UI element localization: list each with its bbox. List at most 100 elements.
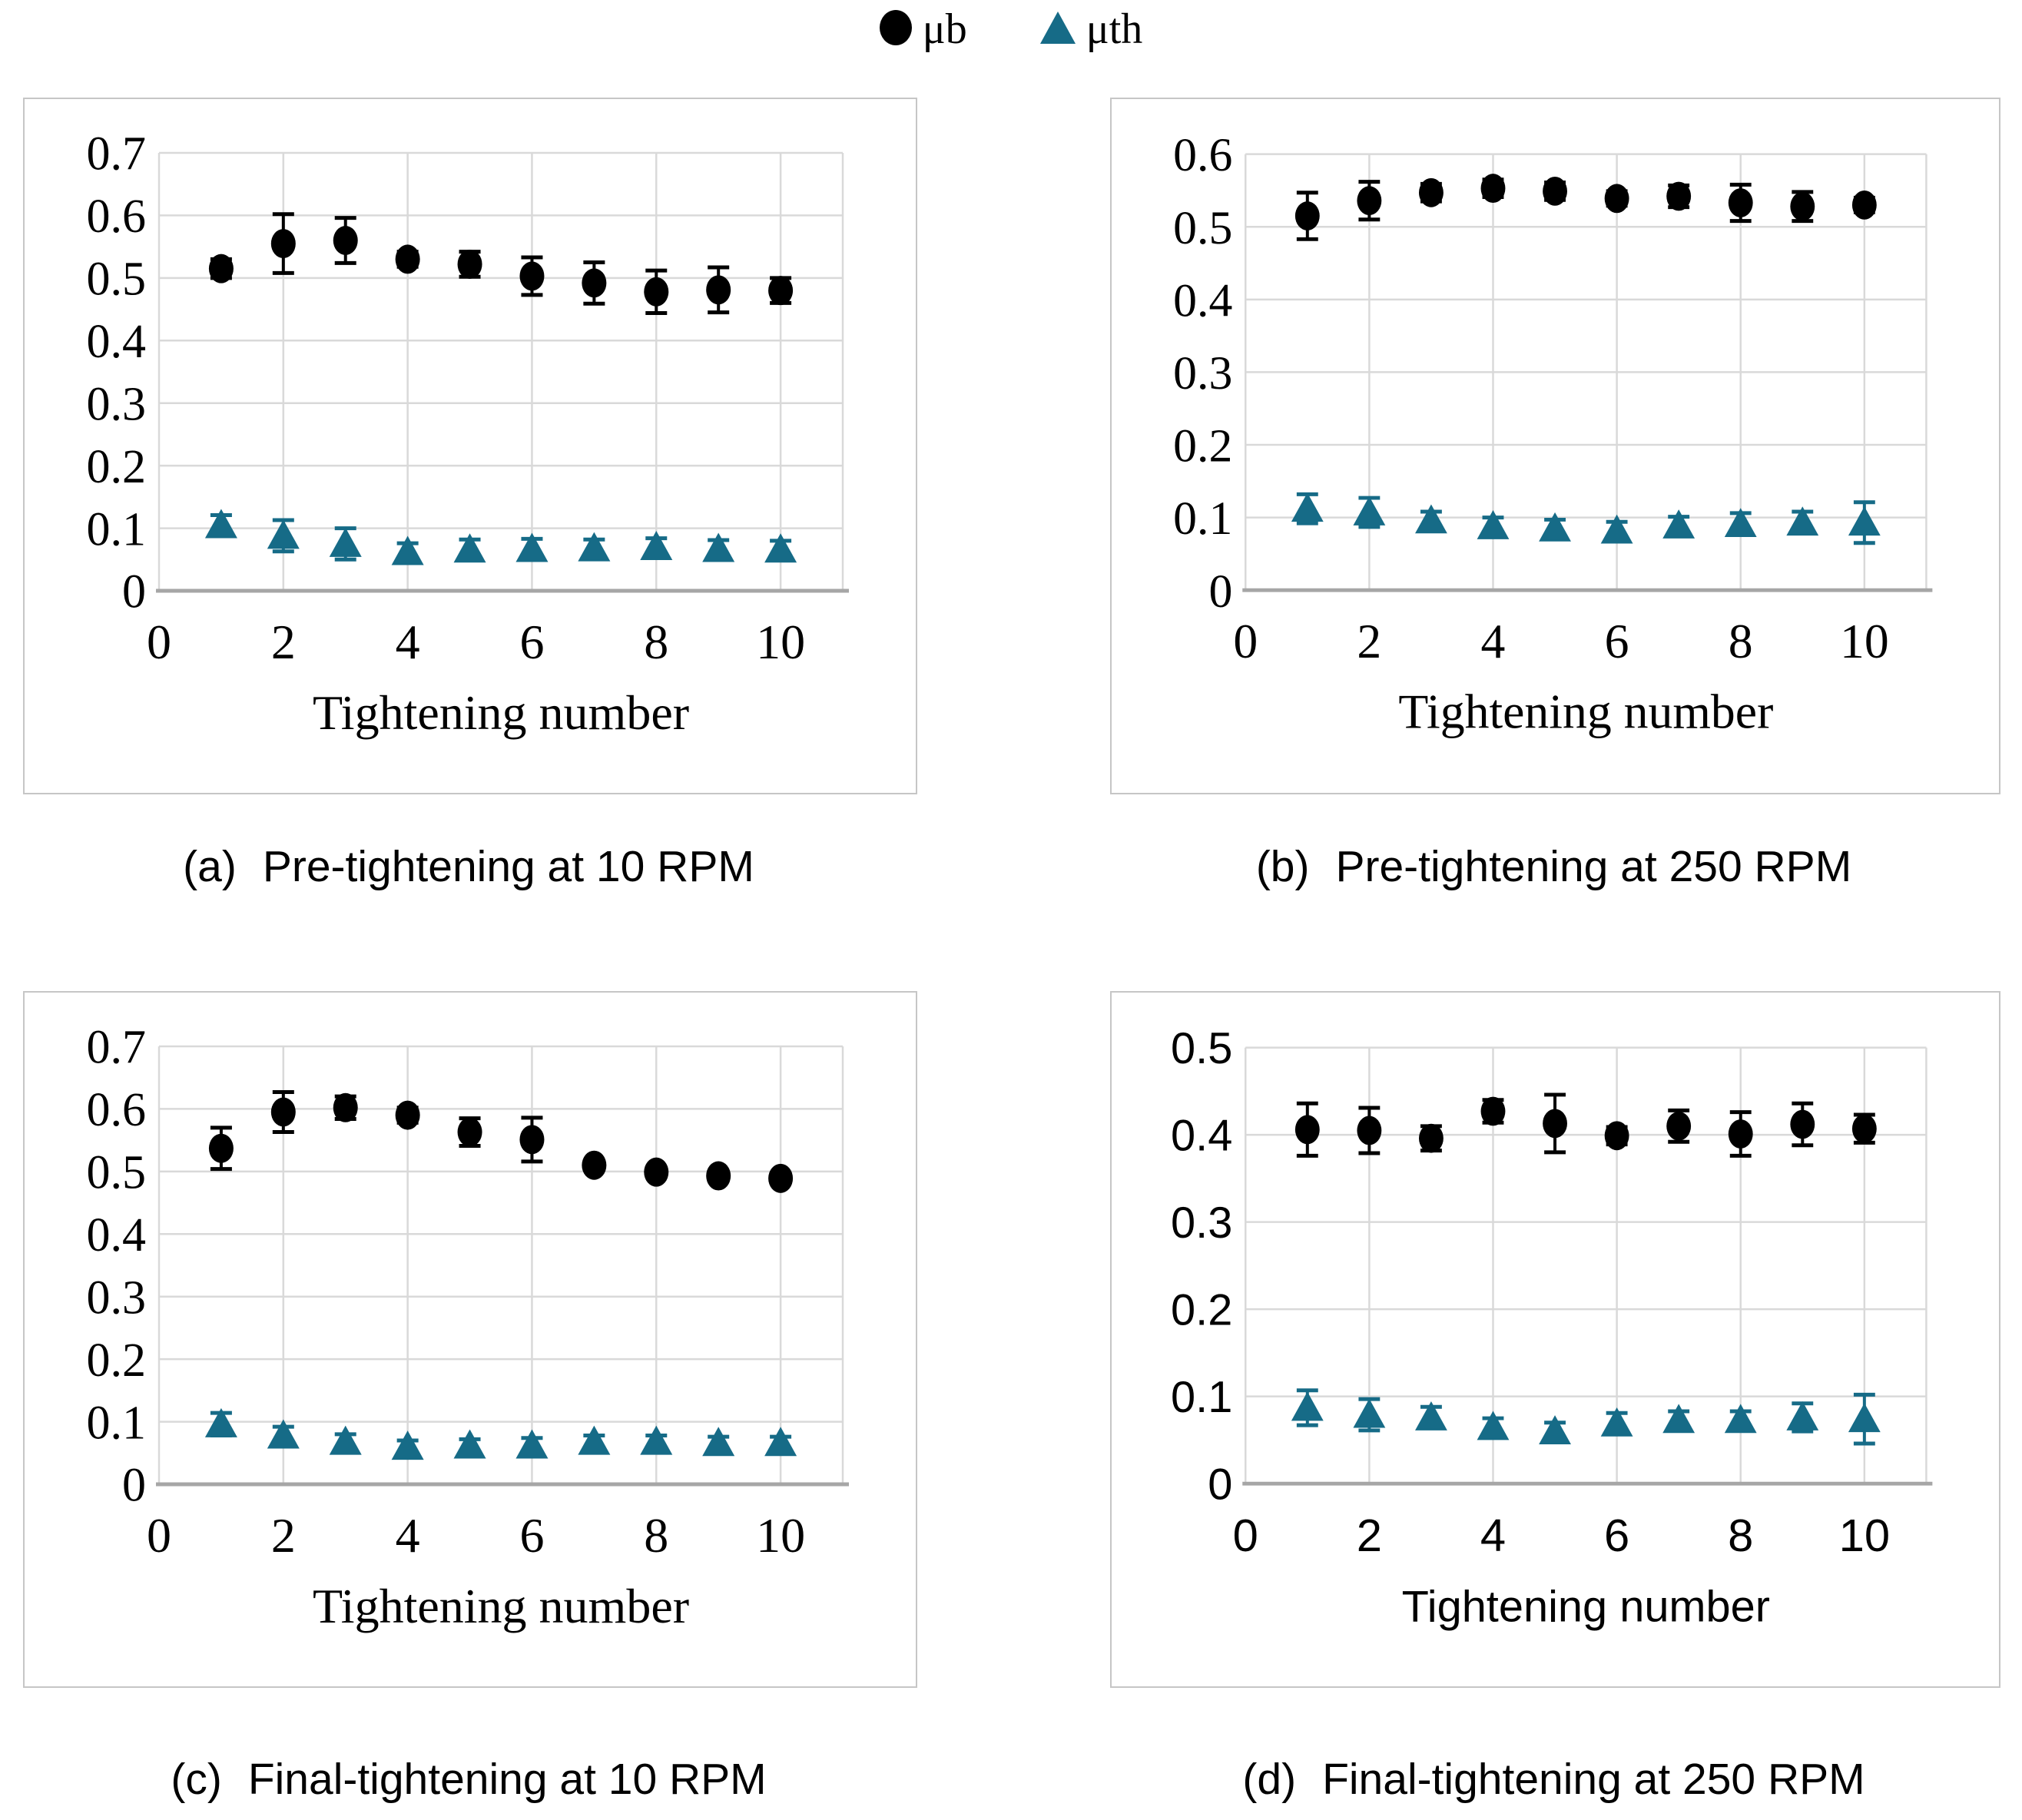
legend-item-mu-th: μth — [1039, 5, 1143, 53]
caption-d: (d) Final-tightening at 250 RPM — [1110, 1754, 1997, 1805]
triangle-marker-icon — [1039, 12, 1076, 44]
svg-text:4: 4 — [396, 615, 420, 669]
panel-b-chart: 0 0.1 0.2 0.3 0.4 0.5 0.6 0 2 4 6 8 10 Tightening num… — [1110, 98, 2000, 794]
svg-text:0.2: 0.2 — [87, 1334, 147, 1387]
x-axis-title: Tightening number — [313, 685, 689, 740]
svg-text:0: 0 — [1233, 614, 1258, 668]
x-axis-title: Tightening number — [1398, 684, 1773, 738]
legend-item-mu-b: μb — [879, 5, 967, 53]
chart-legend: μb μth — [0, 5, 2022, 51]
mu-th-series — [204, 1407, 797, 1460]
mu-b-series — [1294, 174, 1877, 241]
caption-b-label: (b) — [1255, 842, 1310, 891]
svg-text:4: 4 — [396, 1508, 420, 1563]
svg-text:0.5: 0.5 — [87, 254, 147, 306]
svg-text:6: 6 — [1604, 1510, 1629, 1561]
svg-text:0.6: 0.6 — [1173, 129, 1232, 181]
svg-text:0.2: 0.2 — [1171, 1285, 1232, 1334]
mu-b-series — [208, 212, 794, 315]
svg-text:0.4: 0.4 — [87, 1209, 147, 1261]
svg-text:6: 6 — [1605, 614, 1629, 668]
svg-text:0.3: 0.3 — [1173, 347, 1232, 399]
chart-svg-c: 0 0.1 0.2 0.3 0.4 0.5 0.6 0.7 0 2 4 6 8 10 Tightening … — [87, 1022, 849, 1633]
svg-text:0.1: 0.1 — [1171, 1373, 1232, 1422]
circle-marker-icon — [879, 10, 912, 45]
svg-text:6: 6 — [519, 615, 544, 669]
svg-text:10: 10 — [1839, 1510, 1890, 1561]
caption-a-label: (a) — [183, 842, 237, 891]
chart-svg-b: 0 0.1 0.2 0.3 0.4 0.5 0.6 0 2 4 6 8 10 Tightening num… — [1173, 129, 1933, 738]
svg-text:8: 8 — [1729, 614, 1753, 668]
svg-text:2: 2 — [1357, 614, 1381, 668]
svg-text:0.2: 0.2 — [87, 441, 147, 493]
y-axis-labels: 0 0.1 0.2 0.3 0.4 0.5 — [1171, 1024, 1232, 1510]
svg-text:0: 0 — [122, 566, 146, 618]
y-axis-labels: 0 0.1 0.2 0.3 0.4 0.5 0.6 0.7 — [87, 1022, 147, 1512]
legend-label-mu-th: μth — [1086, 5, 1143, 53]
svg-text:10: 10 — [756, 1508, 805, 1563]
svg-text:8: 8 — [1728, 1510, 1753, 1561]
x-axis-labels: 0 2 4 6 8 10 — [147, 615, 805, 669]
x-axis-labels: 0 2 4 6 8 10 — [1233, 614, 1888, 668]
caption-c-label: (c) — [171, 1755, 222, 1804]
svg-text:2: 2 — [271, 1508, 296, 1563]
gridlines — [157, 151, 844, 591]
gridlines — [1245, 1046, 1928, 1484]
y-axis-labels: 0 0.1 0.2 0.3 0.4 0.5 0.6 — [1173, 129, 1232, 618]
caption-c-text: Final-tightening at 10 RPM — [247, 1755, 767, 1804]
svg-text:0: 0 — [122, 1460, 146, 1512]
x-axis-labels: 0 2 4 6 8 10 — [1233, 1510, 1890, 1561]
svg-text:0.1: 0.1 — [87, 503, 147, 555]
svg-text:2: 2 — [1357, 1510, 1382, 1561]
mu-th-series — [1291, 492, 1881, 545]
caption-a: (a) Pre-tightening at 10 RPM — [23, 841, 914, 892]
svg-text:6: 6 — [519, 1508, 544, 1563]
mu-b-series — [208, 1089, 794, 1193]
panel-d-chart: 0 0.1 0.2 0.3 0.4 0.5 0 2 4 6 8 10 Tightening number — [1110, 991, 2000, 1688]
panel-a-chart: 0 0.1 0.2 0.3 0.4 0.5 0.6 0.7 0 2 4 6 8 10 Tightening … — [23, 98, 917, 794]
svg-text:0.1: 0.1 — [1173, 492, 1232, 545]
panel-c-chart: 0 0.1 0.2 0.3 0.4 0.5 0.6 0.7 0 2 4 6 8 10 Tightening … — [23, 991, 917, 1688]
x-axis-labels: 0 2 4 6 8 10 — [147, 1508, 805, 1563]
svg-text:8: 8 — [644, 615, 668, 669]
chart-svg-d: 0 0.1 0.2 0.3 0.4 0.5 0 2 4 6 8 10 Tightening number — [1171, 1024, 1933, 1631]
caption-a-text: Pre-tightening at 10 RPM — [262, 842, 754, 891]
svg-text:0.2: 0.2 — [1173, 420, 1232, 472]
mu-th-series — [1291, 1388, 1881, 1446]
svg-text:0.3: 0.3 — [87, 1271, 147, 1324]
svg-text:4: 4 — [1480, 1510, 1506, 1561]
mu-b-series — [1294, 1092, 1877, 1158]
svg-text:0.5: 0.5 — [1173, 202, 1232, 254]
y-axis-labels: 0 0.1 0.2 0.3 0.4 0.5 0.6 0.7 — [87, 128, 147, 618]
svg-text:0.3: 0.3 — [1171, 1198, 1232, 1248]
svg-text:8: 8 — [644, 1508, 668, 1563]
legend-label-mu-b: μb — [922, 5, 967, 53]
svg-text:10: 10 — [1840, 614, 1889, 668]
svg-text:0.7: 0.7 — [87, 1022, 147, 1074]
svg-text:0.7: 0.7 — [87, 128, 147, 181]
x-axis-title: Tightening number — [1402, 1582, 1770, 1631]
svg-text:0: 0 — [147, 615, 171, 669]
svg-text:0.3: 0.3 — [87, 378, 147, 430]
caption-b-text: Pre-tightening at 250 RPM — [1335, 842, 1852, 891]
gridlines — [157, 1045, 844, 1484]
svg-text:0.1: 0.1 — [87, 1397, 147, 1449]
chart-svg-a: 0 0.1 0.2 0.3 0.4 0.5 0.6 0.7 0 2 4 6 8 10 Tightening … — [87, 128, 849, 740]
svg-text:0.6: 0.6 — [87, 1084, 147, 1136]
svg-text:0.4: 0.4 — [87, 316, 147, 368]
svg-text:4: 4 — [1481, 614, 1506, 668]
mu-th-series — [204, 509, 797, 565]
caption-d-label: (d) — [1242, 1755, 1297, 1804]
svg-text:0: 0 — [1208, 565, 1232, 618]
gridlines — [1245, 153, 1928, 591]
svg-text:0.5: 0.5 — [87, 1147, 147, 1199]
svg-text:10: 10 — [756, 615, 805, 669]
svg-text:0.5: 0.5 — [1171, 1024, 1232, 1073]
caption-c: (c) Final-tightening at 10 RPM — [23, 1754, 914, 1805]
svg-text:0: 0 — [147, 1508, 171, 1563]
svg-text:0: 0 — [1233, 1510, 1258, 1561]
svg-text:2: 2 — [271, 615, 296, 669]
svg-text:0.6: 0.6 — [87, 191, 147, 243]
svg-text:0: 0 — [1208, 1460, 1232, 1509]
